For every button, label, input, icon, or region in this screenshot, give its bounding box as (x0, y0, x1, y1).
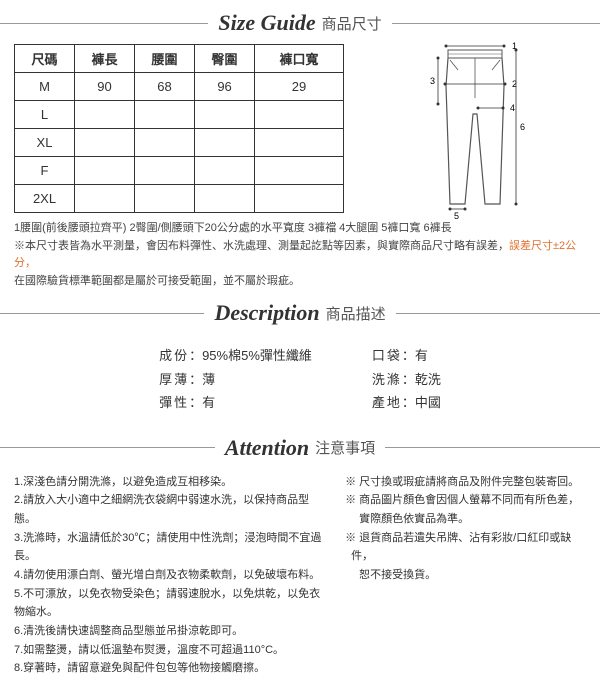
desc-row: 彈性：有 (159, 391, 312, 414)
diagram-label-4: 4 (510, 103, 515, 113)
section-title-zh: 商品尺寸 (322, 13, 382, 34)
table-cell: F (15, 157, 75, 185)
attention-item: 實際顏色依實品為準。 (345, 510, 586, 529)
attention-item: 1.深淺色請分開洗滌，以避免造成互相移染。 (14, 473, 327, 492)
table-cell (75, 129, 135, 157)
table-header: 褲口寬 (255, 45, 344, 73)
table-cell (135, 157, 195, 185)
size-note-line: ※本尺寸表皆為水平測量，會因布料彈性、水洗處理、測量起訖點等因素，與實際商品尺寸… (14, 238, 586, 273)
table-header: 尺碼 (15, 45, 75, 73)
desc-row: 口袋：有 (372, 344, 441, 367)
divider (0, 447, 215, 448)
table-cell (255, 185, 344, 213)
desc-row: 厚薄：薄 (159, 368, 312, 391)
divider (0, 23, 208, 24)
table-cell: XL (15, 129, 75, 157)
table-cell (255, 129, 344, 157)
attention-item: 4.請勿使用漂白劑、螢光增白劑及衣物柔軟劑，以免破壞布料。 (14, 566, 327, 585)
description-grid: 成份：95%棉5%彈性纖維厚薄：薄彈性：有 口袋：有洗滌：乾洗產地：中國 (0, 334, 600, 424)
table-cell (255, 157, 344, 185)
divider (0, 313, 204, 314)
size-note-line: 1腰圍(前後腰頭拉齊平) 2臀圍/側腰頭下20公分處的水平寬度 3褲襠 4大腿圍… (14, 220, 586, 238)
table-header: 腰圍 (135, 45, 195, 73)
section-header-attention: Attention 注意事項 (0, 435, 600, 461)
table-header: 臀圍 (195, 45, 255, 73)
table-cell (75, 101, 135, 129)
section-header-desc: Description 商品描述 (0, 300, 600, 326)
attention-item: 2.請放入大小適中之細網洗衣袋網中弱速水洗，以保持商品型態。 (14, 491, 327, 528)
table-cell: M (15, 73, 75, 101)
attention-item: ※ 商品圖片顏色會因個人螢幕不同而有所色差， (345, 491, 586, 510)
attention-item: ※ 退貨商品若遺失吊牌、沾有彩妝/口紅印或缺件， (345, 529, 586, 566)
table-cell (75, 185, 135, 213)
table-cell: 2XL (15, 185, 75, 213)
section-title-en: Attention (225, 435, 309, 461)
divider (396, 313, 600, 314)
attention-grid: 1.深淺色請分開洗滌，以避免造成互相移染。2.請放入大小適中之細網洗衣袋網中弱速… (0, 469, 600, 682)
diagram-label-3: 3 (430, 76, 435, 86)
table-cell: 29 (255, 73, 344, 101)
table-cell: L (15, 101, 75, 129)
attention-item: ※ 尺寸換或瑕疵請將商品及附件完整包裝寄回。 (345, 473, 586, 492)
table-cell (135, 129, 195, 157)
table-cell (195, 129, 255, 157)
diagram-label-6: 6 (520, 122, 525, 132)
table-header: 褲長 (75, 45, 135, 73)
table-cell (195, 185, 255, 213)
diagram-label-5: 5 (454, 211, 459, 221)
table-cell (135, 101, 195, 129)
attention-item: 恕不接受換貨。 (345, 566, 586, 585)
attention-item: 7.如需整燙，請以低溫墊布熨燙，溫度不可超過110°C。 (14, 641, 327, 660)
attention-item: 3.洗滌時，水溫請低於30℃；請使用中性洗劑；浸泡時間不宜過長。 (14, 529, 327, 566)
table-cell (195, 157, 255, 185)
section-title-zh: 商品描述 (326, 303, 386, 324)
size-table: 尺碼褲長腰圍臀圍褲口寬 M90689629 LXLF2XL (14, 44, 344, 213)
pants-diagram: 1 2 3 4 5 6 (344, 44, 586, 214)
section-header-size: Size Guide 商品尺寸 (0, 10, 600, 36)
table-cell: 96 (195, 73, 255, 101)
attention-item: 5.不可漂放，以免衣物受染色；請弱速脫水，以免烘乾，以免衣物縮水。 (14, 585, 327, 622)
section-title-en: Description (214, 300, 319, 326)
section-title-zh: 注意事項 (315, 437, 375, 458)
table-cell (135, 185, 195, 213)
table-cell: 90 (75, 73, 135, 101)
table-cell: 68 (135, 73, 195, 101)
divider (392, 23, 600, 24)
attention-item: 8.穿著時，請留意避免與配件包包等他物接觸磨擦。 (14, 659, 327, 678)
divider (385, 447, 600, 448)
table-cell (195, 101, 255, 129)
table-cell (255, 101, 344, 129)
section-title-en: Size Guide (218, 10, 315, 36)
size-notes: 1腰圍(前後腰頭拉齊平) 2臀圍/側腰頭下20公分處的水平寬度 3褲襠 4大腿圍… (0, 220, 600, 290)
desc-row: 產地：中國 (372, 391, 441, 414)
desc-row: 洗滌：乾洗 (372, 368, 441, 391)
size-note-line: 在國際驗貨標準範圍都是屬於可接受範圍，並不屬於瑕疵。 (14, 273, 586, 291)
table-cell (75, 157, 135, 185)
attention-item: 6.清洗後請快速調整商品型態並吊掛涼乾即可。 (14, 622, 327, 641)
desc-row: 成份：95%棉5%彈性纖維 (159, 344, 312, 367)
